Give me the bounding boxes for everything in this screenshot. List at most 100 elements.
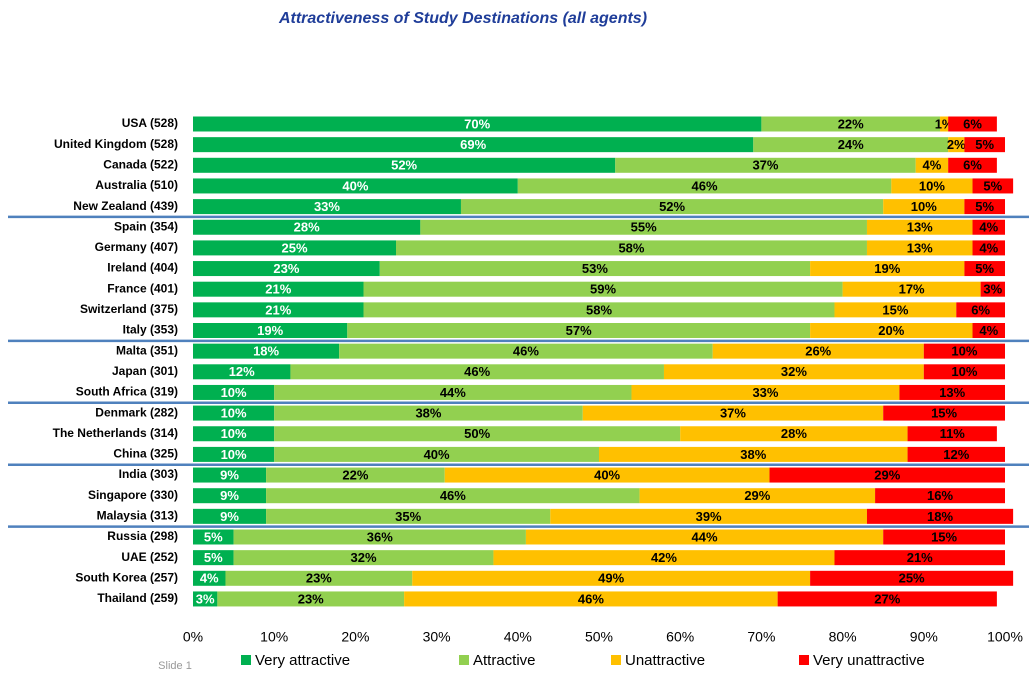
value-label: 52% (391, 158, 417, 173)
value-label: 40% (342, 178, 368, 193)
value-label: 4% (979, 323, 998, 338)
value-label: 36% (367, 529, 393, 544)
x-tick-label: 70% (747, 629, 775, 645)
bar-segment (266, 508, 551, 524)
bar-segment (363, 302, 835, 318)
value-label: 37% (752, 158, 778, 173)
value-label: 10% (221, 447, 247, 462)
bar-segment (899, 384, 1005, 400)
category-label: New Zealand (439) (73, 199, 178, 213)
bar-segment (363, 281, 843, 297)
bar-segment (193, 384, 275, 400)
category-label: China (325) (113, 447, 178, 461)
bar-segment (193, 178, 518, 194)
value-label: 58% (586, 302, 612, 317)
bar-segment (266, 488, 640, 504)
legend-swatch (241, 655, 251, 665)
value-label: 11% (940, 426, 966, 441)
category-label: Japan (301) (112, 364, 178, 378)
bar-segment (193, 240, 396, 256)
bar-segment (233, 550, 494, 566)
legend-label: Very attractive (255, 652, 350, 669)
bar-segment (834, 302, 957, 318)
category-label: Ireland (404) (107, 261, 178, 275)
value-label: 46% (440, 488, 466, 503)
bar-segment (810, 570, 1014, 586)
bar-segment (193, 199, 461, 215)
bar-segment (193, 364, 291, 380)
value-label: 46% (464, 364, 490, 379)
legend-swatch (459, 655, 469, 665)
bar-segment (964, 137, 1005, 153)
value-label: 12% (229, 364, 255, 379)
value-label: 10% (951, 364, 977, 379)
value-label: 3% (196, 591, 215, 606)
legend-label: Unattractive (625, 652, 705, 669)
bar-segment (193, 591, 218, 607)
category-label: Thailand (259) (97, 591, 178, 605)
category-label: Switzerland (375) (80, 302, 178, 316)
bar-segment (460, 199, 884, 215)
bar-segment (404, 591, 778, 607)
value-label: 9% (220, 509, 239, 524)
bar-segment (193, 302, 364, 318)
value-label: 3% (983, 282, 1002, 297)
bar-segment (290, 364, 664, 380)
value-label: 53% (582, 261, 608, 276)
value-label: 40% (424, 447, 450, 462)
legend-label: Very unattractive (813, 652, 925, 669)
value-label: 70% (464, 116, 490, 131)
value-label: 29% (874, 467, 900, 482)
category-label: France (401) (107, 281, 178, 295)
legend-label: Attractive (473, 652, 536, 669)
category-label: Italy (353) (123, 323, 178, 337)
x-tick-label: 60% (666, 629, 694, 645)
bar-segment (217, 591, 405, 607)
category-label: United Kingdom (528) (54, 137, 178, 151)
bar-segment (525, 529, 884, 545)
bar-segment (193, 137, 754, 153)
bar-segment (193, 219, 421, 235)
bar-segment (923, 364, 1005, 380)
bar-segment (396, 240, 867, 256)
bar-segment (810, 261, 965, 277)
value-label: 10% (951, 344, 977, 359)
bar-segment (266, 467, 445, 483)
value-label: 22% (838, 116, 864, 131)
x-tick-label: 10% (260, 629, 288, 645)
value-label: 52% (659, 199, 685, 214)
value-label: 39% (696, 509, 722, 524)
value-label: 13% (907, 220, 933, 235)
bar-segment (980, 281, 1005, 297)
value-label: 50% (464, 426, 490, 441)
bar-segment (233, 529, 526, 545)
bar-segment (777, 591, 997, 607)
legend-swatch (799, 655, 809, 665)
bar-segment (866, 508, 1014, 524)
value-label: 46% (692, 178, 718, 193)
value-label: 6% (963, 116, 982, 131)
x-tick-label: 30% (423, 629, 451, 645)
value-label: 25% (281, 240, 307, 255)
bar-segment (915, 157, 949, 173)
bar-segment (972, 240, 1005, 256)
value-label: 44% (440, 385, 466, 400)
value-label: 15% (931, 406, 957, 421)
category-label: Malaysia (313) (97, 509, 178, 523)
bar-segment (225, 570, 413, 586)
value-label: 5% (983, 178, 1002, 193)
value-label: 25% (899, 571, 925, 586)
bar-segment (193, 529, 234, 545)
value-label: 24% (838, 137, 864, 152)
bar-segment (834, 550, 1005, 566)
bar-segment (193, 343, 340, 359)
bar-segment (866, 240, 973, 256)
value-label: 46% (578, 591, 604, 606)
bar-segment (948, 116, 997, 132)
category-label: Russia (298) (107, 529, 178, 543)
value-label: 59% (590, 282, 616, 297)
value-label: 32% (781, 364, 807, 379)
bar-segment (680, 426, 908, 442)
value-label: 40% (594, 467, 620, 482)
x-tick-label: 50% (585, 629, 613, 645)
